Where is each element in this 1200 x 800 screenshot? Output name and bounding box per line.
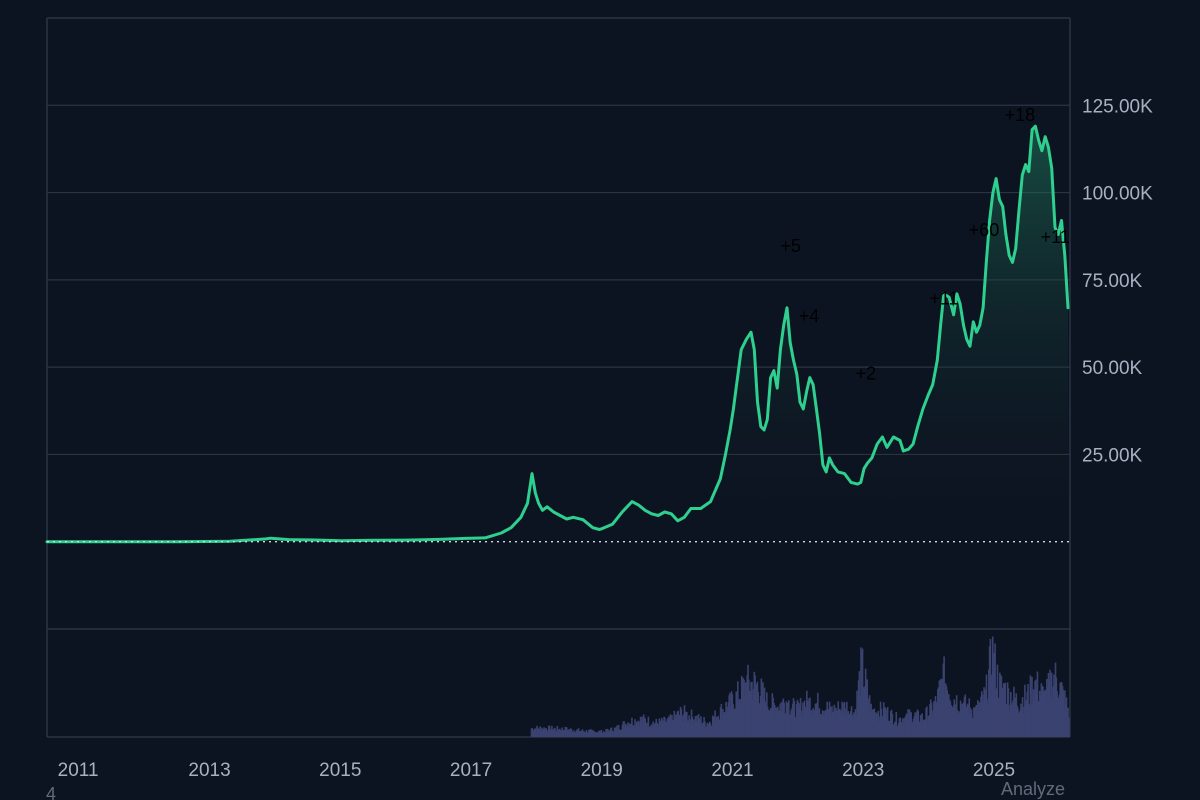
gridlines (47, 104, 1070, 456)
annotation-label: +18 (1005, 105, 1036, 125)
y-tick-label: 75.00K (1082, 271, 1143, 292)
volume-bar (1068, 717, 1070, 737)
x-tick-label: 2023 (842, 760, 884, 781)
annotation-label: +60 (969, 220, 1000, 240)
y-tick-label: 125.00K (1082, 96, 1153, 117)
x-axis-ticks: 2011 2013 2015 2017 2019 2021 2023 2025 (58, 760, 1015, 781)
x-tick-label: 2019 (581, 760, 623, 781)
annotation-label: +11 (929, 288, 958, 308)
volume-bar (895, 711, 898, 737)
y-axis-ticks: 25.00K 50.00K 75.00K 100.00K 125.00K (1082, 96, 1153, 466)
x-tick-label: 2021 (711, 760, 753, 781)
x-tick-label: 2025 (973, 760, 1015, 781)
annotation-label: +11 (1041, 227, 1070, 247)
x-tick-label: 2011 (58, 760, 99, 781)
volume-bar (600, 729, 603, 737)
price-series-line (45, 124, 1070, 544)
analyze-link[interactable]: Analyze (1001, 779, 1065, 799)
price-line (45, 124, 1070, 544)
volume-bars (530, 636, 1070, 737)
x-tick-label: 2013 (188, 760, 230, 781)
volume-bar (943, 656, 945, 737)
y-tick-label: 50.00K (1082, 358, 1143, 379)
volume-bar (926, 706, 928, 737)
x-tick-label: 2015 (319, 760, 361, 781)
chart-frame (46, 17, 1071, 738)
annotations: +5 +4 +2 +11 +60 +18 +11 (780, 105, 1069, 383)
price-area-fill (47, 126, 1068, 542)
annotation-label: +4 (799, 306, 820, 326)
y-tick-label: 100.00K (1082, 184, 1153, 205)
volume-bar (799, 697, 802, 737)
y-tick-label: 25.00K (1082, 445, 1143, 466)
annotation-label: +2 (856, 363, 877, 383)
annotation-label: +5 (780, 236, 801, 256)
footer-left-label: 4 (46, 784, 56, 800)
price-area (47, 126, 1068, 542)
volume-bar (985, 674, 988, 737)
volume-bar (994, 643, 996, 737)
x-tick-label: 2017 (450, 760, 492, 781)
